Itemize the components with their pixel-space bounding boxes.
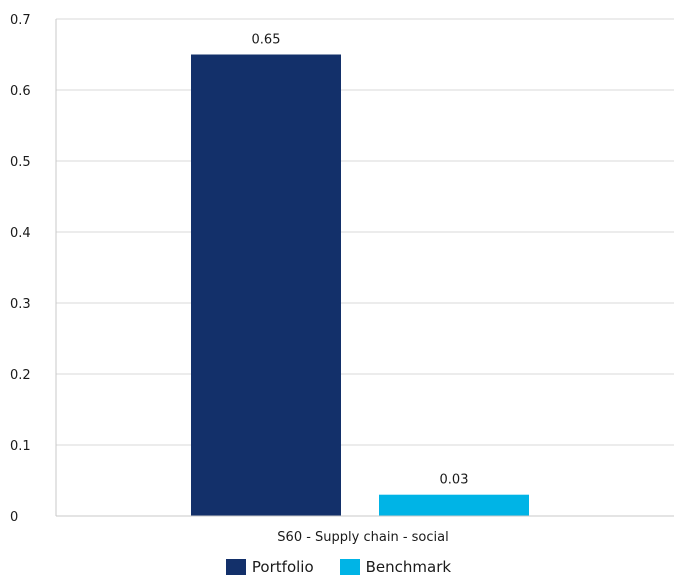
legend-item-benchmark: Benchmark: [340, 558, 451, 576]
legend-swatch-benchmark: [340, 559, 360, 575]
y-tick-label: 0.6: [10, 84, 31, 99]
y-tick-label: 0.1: [10, 439, 31, 454]
legend-label-benchmark: Benchmark: [366, 558, 451, 576]
y-tick-label: 0.5: [10, 155, 31, 170]
y-tick-label: 0.4: [10, 226, 31, 241]
bar-portfolio: [191, 55, 341, 517]
x-axis-category-label: S60 - Supply chain - social: [277, 530, 448, 545]
y-tick-label: 0.2: [10, 368, 31, 383]
legend: Portfolio Benchmark: [0, 558, 677, 576]
bars: [191, 55, 529, 517]
bar-benchmark: [379, 495, 529, 516]
y-axis-tick-labels: 0 0.1 0.2 0.3 0.4 0.5 0.6 0.7: [10, 13, 31, 525]
legend-swatch-portfolio: [226, 559, 246, 575]
gridlines: [56, 19, 674, 445]
y-tick-label: 0.3: [10, 297, 31, 312]
y-tick-label: 0.7: [10, 13, 31, 28]
data-label-portfolio: 0.65: [252, 33, 281, 48]
legend-item-portfolio: Portfolio: [226, 558, 314, 576]
y-tick-label: 0: [10, 510, 18, 525]
legend-label-portfolio: Portfolio: [252, 558, 314, 576]
data-label-benchmark: 0.03: [440, 473, 469, 488]
